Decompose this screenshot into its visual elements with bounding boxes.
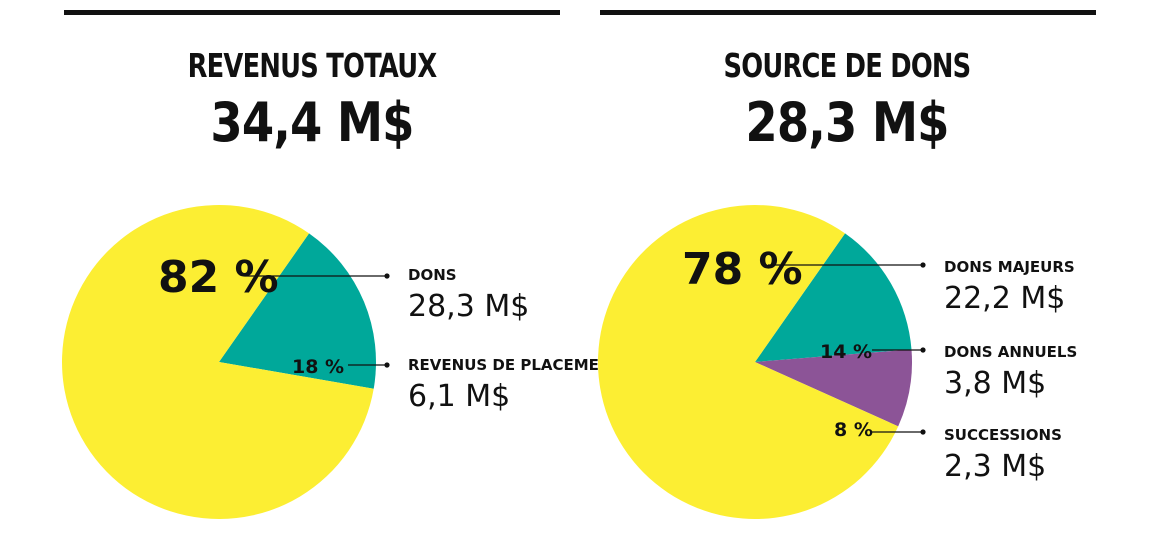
right-leader-dot-1 [920, 347, 926, 353]
left-legend-amount-0: 28,3 M$ [408, 289, 529, 324]
left-leader-dot-1 [384, 362, 390, 368]
right-chart-title: SOURCE DE DONS [723, 46, 972, 85]
right-pie-slice-0 [597, 204, 899, 519]
right-leader-dot-2 [920, 429, 926, 435]
left-leader-dot-0 [384, 273, 390, 279]
right-legend-name-2: SUCCESSIONS [944, 426, 1062, 444]
right-percent-label-2: 8 % [834, 419, 873, 441]
left-chart-title: REVENUS TOTAUX [187, 46, 438, 85]
right-chart-heading: SOURCE DE DONS 28,3 M$ [597, 46, 1097, 154]
left-chart-heading: REVENUS TOTAUX 34,4 M$ [62, 46, 562, 154]
left-legend-name-0: DONS [408, 266, 457, 284]
right-leader-dot-0 [920, 262, 926, 268]
right-top-rule [600, 10, 1096, 15]
right-percent-label-1: 14 % [820, 341, 872, 363]
left-top-rule [64, 10, 560, 15]
right-percent-label-0: 78 % [682, 244, 803, 295]
left-percent-label-0: 82 % [158, 252, 279, 303]
right-legend-amount-0: 22,2 M$ [944, 281, 1065, 316]
right-pie-slice-2 [755, 349, 912, 427]
right-legend-amount-2: 2,3 M$ [944, 449, 1046, 484]
right-chart-total: 28,3 M$ [745, 91, 949, 154]
left-percent-label-1: 18 % [292, 356, 344, 378]
left-legend-name-1: REVENUS DE PLACEMENT [408, 356, 622, 374]
left-chart-total: 34,4 M$ [210, 91, 414, 154]
right-legend-name-0: DONS MAJEURS [944, 258, 1075, 276]
left-legend-amount-1: 6,1 M$ [408, 379, 510, 414]
left-pie-slice-0 [62, 204, 374, 519]
right-legend-name-1: DONS ANNUELS [944, 343, 1077, 361]
left-pie-slice-1 [219, 233, 377, 389]
right-legend-amount-1: 3,8 M$ [944, 366, 1046, 401]
